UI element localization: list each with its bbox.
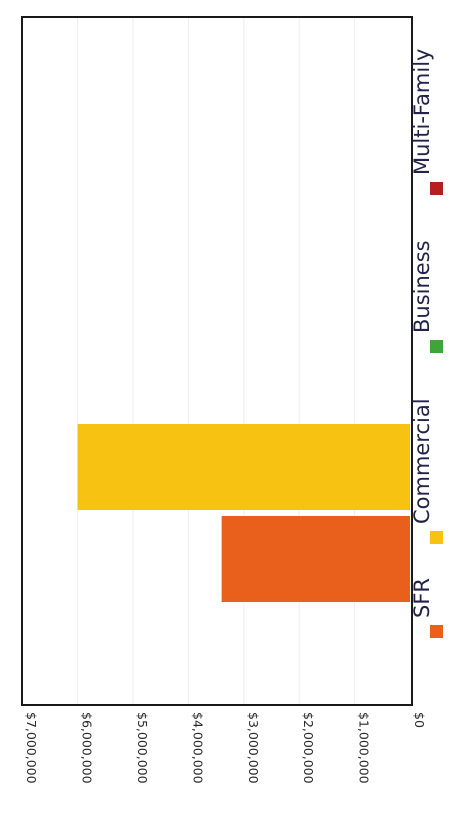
legend-label-sfr: SFR <box>410 578 434 618</box>
tick-label: $0 <box>412 712 427 728</box>
legend-swatch-commercial <box>430 531 443 544</box>
tick-label: $4,000,000 <box>190 712 205 784</box>
tick-label: $7,000,000 <box>24 712 39 784</box>
tick-label: $5,000,000 <box>135 712 150 784</box>
bar-commercial <box>78 424 410 510</box>
legend-label-multi-family: Multi-Family <box>410 49 434 175</box>
value-axis-ticks: $0 $1,000,000 $2,000,000 $3,000,000 $4,000,0… <box>24 712 427 784</box>
legend-label-business: Business <box>410 240 434 333</box>
tick-label: $3,000,000 <box>246 712 261 784</box>
legend-label-commercial: Commercial <box>410 398 434 524</box>
bar-sfr <box>222 516 410 602</box>
legend-swatch-sfr <box>430 625 443 638</box>
tick-label: $6,000,000 <box>80 712 95 784</box>
tick-label: $2,000,000 <box>301 712 316 784</box>
legend-swatch-multi-family <box>430 182 443 195</box>
legend: SFR Commercial Business Multi-Family <box>410 49 443 638</box>
legend-swatch-business <box>430 340 443 353</box>
tick-label: $1,000,000 <box>357 712 372 784</box>
